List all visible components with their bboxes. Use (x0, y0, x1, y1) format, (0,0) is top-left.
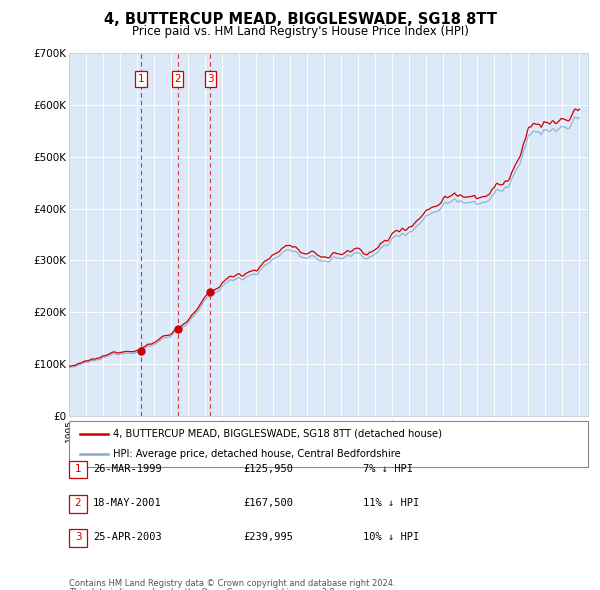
Text: 10% ↓ HPI: 10% ↓ HPI (363, 533, 419, 542)
Text: 4, BUTTERCUP MEAD, BIGGLESWADE, SG18 8TT: 4, BUTTERCUP MEAD, BIGGLESWADE, SG18 8TT (104, 12, 497, 27)
Text: HPI: Average price, detached house, Central Bedfordshire: HPI: Average price, detached house, Cent… (113, 450, 401, 459)
Text: 7% ↓ HPI: 7% ↓ HPI (363, 464, 413, 474)
Text: 11% ↓ HPI: 11% ↓ HPI (363, 499, 419, 508)
Text: This data is licensed under the Open Government Licence v3.0.: This data is licensed under the Open Gov… (69, 588, 337, 590)
Text: Contains HM Land Registry data © Crown copyright and database right 2024.: Contains HM Land Registry data © Crown c… (69, 579, 395, 588)
Text: 3: 3 (207, 74, 214, 84)
Text: 1: 1 (74, 464, 82, 474)
Text: 26-MAR-1999: 26-MAR-1999 (93, 464, 162, 474)
Text: 2: 2 (74, 499, 82, 508)
Text: £239,995: £239,995 (243, 533, 293, 542)
Text: 4, BUTTERCUP MEAD, BIGGLESWADE, SG18 8TT (detached house): 4, BUTTERCUP MEAD, BIGGLESWADE, SG18 8TT… (113, 429, 442, 438)
Text: 2: 2 (174, 74, 181, 84)
Text: 3: 3 (74, 533, 82, 542)
Text: £167,500: £167,500 (243, 499, 293, 508)
Text: Price paid vs. HM Land Registry's House Price Index (HPI): Price paid vs. HM Land Registry's House … (131, 25, 469, 38)
Text: £125,950: £125,950 (243, 464, 293, 474)
Text: 18-MAY-2001: 18-MAY-2001 (93, 499, 162, 508)
Text: 1: 1 (138, 74, 145, 84)
Text: 25-APR-2003: 25-APR-2003 (93, 533, 162, 542)
